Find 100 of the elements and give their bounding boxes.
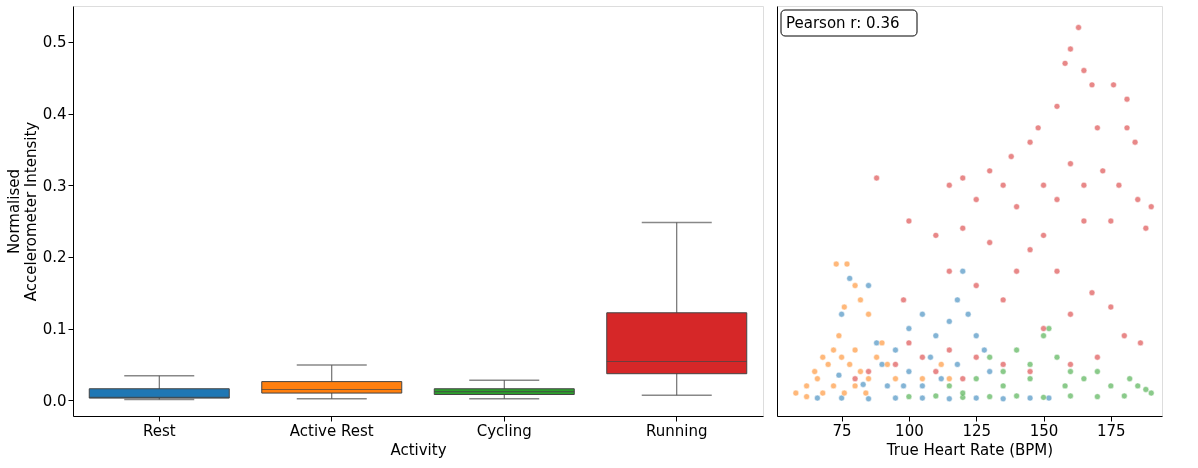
x-tick-label: 125 bbox=[962, 421, 992, 440]
point bbox=[1061, 382, 1069, 390]
point bbox=[803, 382, 810, 390]
point bbox=[873, 339, 880, 347]
point bbox=[892, 394, 899, 402]
y-axis-title: Normalised Accelerometer Intensity bbox=[4, 121, 40, 302]
point bbox=[999, 395, 1007, 402]
point bbox=[1026, 361, 1034, 368]
point bbox=[986, 368, 993, 375]
point bbox=[884, 361, 891, 368]
point bbox=[938, 361, 945, 368]
point bbox=[905, 368, 913, 375]
y-tick-label: 0.0 bbox=[42, 391, 67, 410]
point bbox=[878, 361, 886, 368]
point bbox=[973, 375, 980, 382]
point bbox=[1026, 375, 1034, 382]
point bbox=[835, 332, 843, 339]
point bbox=[959, 394, 966, 401]
point bbox=[932, 332, 940, 339]
point bbox=[1094, 393, 1101, 400]
point bbox=[803, 393, 810, 400]
point bbox=[1040, 394, 1047, 401]
x-tick-label: Cycling bbox=[476, 421, 532, 440]
point bbox=[851, 382, 859, 390]
point bbox=[862, 389, 870, 397]
point bbox=[892, 346, 899, 354]
point bbox=[851, 346, 859, 354]
point bbox=[851, 282, 859, 289]
point bbox=[838, 311, 845, 318]
point bbox=[1080, 375, 1088, 382]
point bbox=[814, 375, 821, 382]
point bbox=[811, 368, 818, 375]
point bbox=[830, 382, 837, 390]
point bbox=[865, 282, 872, 289]
point bbox=[830, 346, 837, 354]
point bbox=[986, 393, 993, 400]
point bbox=[873, 354, 880, 361]
x-tick-label: 150 bbox=[1029, 421, 1059, 440]
point bbox=[1107, 382, 1115, 390]
point bbox=[841, 303, 848, 311]
point bbox=[865, 395, 872, 402]
x-axis-title: True Heart Rate (BPM) bbox=[885, 440, 1054, 459]
point bbox=[838, 354, 845, 361]
point bbox=[954, 296, 961, 304]
point bbox=[1121, 392, 1128, 400]
point bbox=[792, 389, 800, 397]
point bbox=[1053, 354, 1061, 361]
point bbox=[892, 375, 899, 382]
point bbox=[919, 382, 926, 390]
y-tick-label: 0.2 bbox=[42, 248, 67, 267]
point bbox=[999, 368, 1007, 375]
point bbox=[932, 392, 940, 400]
point bbox=[865, 375, 872, 382]
point bbox=[964, 311, 972, 318]
point bbox=[1045, 325, 1053, 332]
point bbox=[1094, 368, 1101, 375]
x-tick-label: 175 bbox=[1097, 421, 1126, 440]
point bbox=[1026, 394, 1034, 402]
point bbox=[1126, 375, 1133, 382]
x-tick-label: Active Rest bbox=[289, 421, 374, 440]
x-tick-label: 100 bbox=[895, 421, 924, 440]
point bbox=[1013, 392, 1020, 400]
point bbox=[819, 354, 826, 361]
point bbox=[946, 395, 953, 402]
point bbox=[819, 389, 826, 397]
point bbox=[846, 275, 853, 282]
point bbox=[1148, 389, 1155, 397]
point bbox=[959, 389, 966, 397]
point bbox=[927, 354, 934, 361]
x-tick-label: 75 bbox=[832, 421, 852, 440]
point bbox=[986, 354, 993, 361]
point bbox=[824, 361, 832, 368]
point bbox=[884, 382, 891, 390]
x-tick-label: Running bbox=[646, 421, 708, 440]
point bbox=[919, 394, 926, 402]
y-tick-label: 0.1 bbox=[42, 320, 67, 339]
point bbox=[814, 394, 821, 402]
point bbox=[973, 332, 980, 339]
point bbox=[919, 311, 926, 318]
point bbox=[878, 339, 886, 347]
point bbox=[841, 389, 848, 397]
point bbox=[857, 368, 864, 375]
y-tick-label: 0.3 bbox=[42, 176, 67, 195]
point bbox=[838, 394, 845, 402]
point bbox=[833, 260, 840, 268]
point bbox=[1040, 332, 1047, 339]
point bbox=[938, 375, 945, 382]
point bbox=[865, 311, 872, 318]
point bbox=[954, 361, 961, 368]
point bbox=[835, 371, 843, 379]
point bbox=[905, 393, 913, 400]
point bbox=[857, 296, 864, 304]
point bbox=[959, 268, 966, 275]
point bbox=[900, 382, 907, 390]
point bbox=[859, 381, 867, 388]
point bbox=[1142, 386, 1150, 393]
point bbox=[919, 375, 926, 382]
point bbox=[1013, 346, 1020, 354]
point bbox=[846, 361, 853, 368]
point bbox=[946, 318, 953, 325]
